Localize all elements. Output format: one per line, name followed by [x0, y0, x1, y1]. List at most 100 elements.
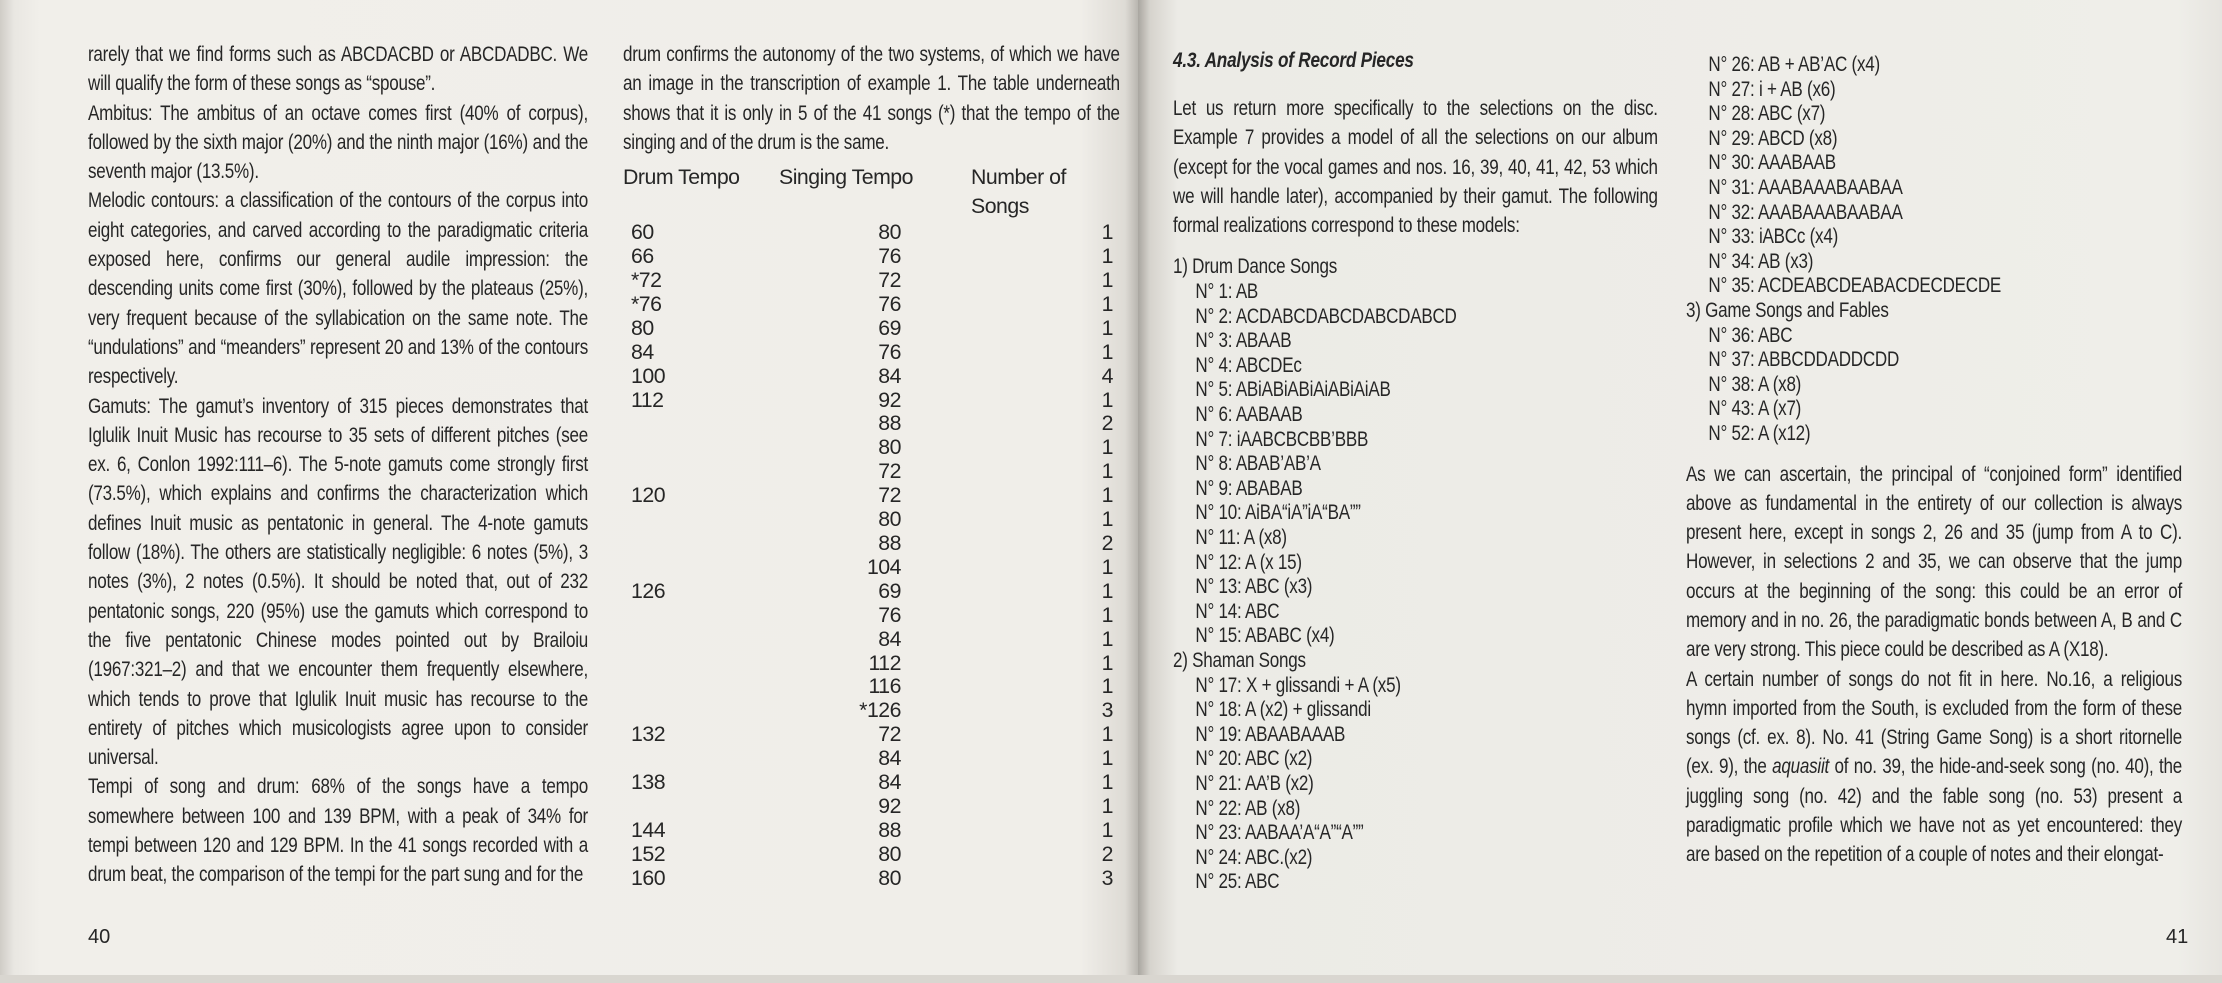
table-row: 80 69 1	[623, 315, 1123, 341]
left-column-1: rarely that we find forms such as ABCDAC…	[88, 40, 588, 890]
drum-tempo-cell: 112	[631, 387, 664, 412]
table-row: 60 80 1	[623, 220, 1123, 245]
drum-tempo-cell	[623, 556, 753, 580]
drum-tempo-cell	[623, 795, 753, 819]
table-row: 80 1	[623, 507, 1123, 532]
list-group-title: 3) Game Songs and Fables	[1686, 297, 1889, 322]
song-count-cell: 1	[1101, 268, 1114, 292]
singing-tempo-cell: 80	[878, 435, 901, 460]
drum-tempo-cell: 160	[631, 865, 666, 890]
list-item: N° 38: A (x8)	[1708, 371, 1802, 396]
drum-tempo-cell	[623, 508, 753, 532]
song-count-cell: 1	[1101, 602, 1114, 627]
drum-tempo-cell: 60	[631, 220, 654, 245]
table-row: 66 76 1	[623, 244, 1123, 269]
intro-paragraph: Let us return more specifically to the s…	[1173, 96, 1658, 238]
song-count-cell: 1	[1101, 770, 1114, 795]
singing-tempo-cell: 84	[878, 746, 901, 771]
drum-tempo-cell: 80	[631, 315, 654, 340]
song-count-cell: 1	[1101, 483, 1114, 508]
list-item: N° 32: AAABAAABAABAA	[1708, 199, 1903, 224]
singing-tempo-cell: 76	[878, 291, 901, 316]
drum-tempo-cell	[623, 652, 753, 676]
table-row: 92 1	[623, 793, 1123, 819]
table-row: 100 84 4	[623, 364, 1123, 389]
list-item: N° 52: A (x12)	[1708, 420, 1811, 445]
table-row: *72 72 1	[623, 268, 1123, 293]
right-page: 4.3. Analysis of Record Pieces Let us re…	[1138, 0, 2222, 975]
singing-tempo-cell: 88	[878, 530, 901, 555]
list-item: N° 26: AB + AB’AC (x4)	[1708, 52, 1880, 76]
song-count-cell: 2	[1101, 411, 1114, 436]
list-group-title: 1) Drum Dance Songs	[1173, 254, 1337, 279]
drum-tempo-cell	[623, 747, 753, 771]
singing-tempo-cell: 69	[878, 315, 901, 340]
list-item: N° 5: ABiABiABiAiABiAiAB	[1195, 377, 1391, 402]
list-item: N° 13: ABC (x3)	[1195, 574, 1313, 599]
list-item: N° 9: ABABAB	[1195, 475, 1303, 500]
list-item: N° 27: i + AB (x6)	[1708, 76, 1836, 101]
list-item: N° 19: ABAABAAAB	[1195, 721, 1346, 746]
list-item: N° 1: AB	[1195, 279, 1259, 304]
drum-tempo-cell	[623, 604, 753, 628]
list-item: N° 3: ABAAB	[1195, 328, 1292, 353]
list-item: N° 23: AABAA’A“A”“A””	[1195, 820, 1364, 845]
paragraph: drum confirms the autonomy of the two sy…	[623, 42, 1120, 154]
list-item: N° 2: ACDABCDABCDABCDABCD	[1195, 303, 1457, 328]
header-drum-tempo: Drum Tempo	[623, 165, 740, 190]
table-row: 126 69 1	[623, 578, 1123, 604]
table-row: 84 1	[623, 626, 1123, 652]
list-item: N° 20: ABC (x2)	[1195, 746, 1313, 771]
singing-tempo-cell: 72	[878, 722, 901, 747]
singing-tempo-cell: 116	[868, 674, 902, 699]
song-count-cell: 1	[1101, 722, 1114, 747]
drum-tempo-cell	[623, 412, 753, 436]
list-item: N° 37: ABBCDDADDCDD	[1708, 347, 1900, 372]
conclusion-paragraph-2: A certain number of songs do not fit in …	[1686, 666, 2182, 867]
header-singing-tempo: Singing Tempo	[779, 165, 914, 190]
list-item: N° 35: ACDEABCDEABACDECDECDE	[1708, 273, 2002, 298]
list-item: N° 34: AB (x3)	[1708, 248, 1814, 273]
table-row: 80 1	[623, 435, 1123, 460]
list-item: N° 14: ABC	[1195, 598, 1280, 623]
table-row: *76 76 1	[623, 291, 1123, 317]
singing-tempo-cell: 112	[868, 650, 902, 675]
list-item: N° 17: X + glissandi + A (x5)	[1195, 672, 1401, 697]
list-item: N° 11: A (x8)	[1195, 525, 1287, 550]
list-item: N° 12: A (x 15)	[1195, 549, 1302, 574]
table-header: Drum Tempo Singing Tempo Number of Songs	[623, 163, 1123, 221]
song-count-cell: 2	[1101, 841, 1114, 866]
song-count-cell: 3	[1101, 698, 1114, 723]
singing-tempo-cell: 92	[878, 793, 901, 818]
paragraph: rarely that we find forms such as ABCDAC…	[88, 42, 588, 96]
song-count-cell: 1	[1101, 793, 1114, 818]
drum-tempo-cell	[623, 675, 753, 699]
list-item: N° 28: ABC (x7)	[1708, 101, 1826, 126]
singing-tempo-cell: 84	[878, 770, 901, 795]
song-count-cell: 1	[1101, 554, 1114, 579]
singing-tempo-cell: 76	[878, 602, 901, 627]
list-item: N° 36: ABC	[1708, 322, 1793, 347]
drum-tempo-cell	[623, 699, 753, 723]
drum-tempo-cell: 126	[631, 578, 666, 603]
drum-tempo-cell: 152	[631, 841, 666, 866]
singing-tempo-cell: 88	[878, 411, 901, 436]
singing-tempo-cell: 84	[878, 626, 901, 651]
table-row: 160 80 3	[623, 865, 1123, 891]
song-count-cell: 1	[1101, 626, 1114, 651]
table-row: 138 84 1	[623, 770, 1123, 795]
song-count-cell: 3	[1101, 865, 1114, 890]
drum-tempo-cell: 138	[631, 770, 666, 795]
list-item: N° 8: ABAB’AB’A	[1195, 451, 1321, 476]
list-item: N° 29: ABCD (x8)	[1708, 125, 1838, 150]
singing-tempo-cell: 76	[878, 244, 901, 269]
record-list-part-2: N° 26: AB + AB’AC (x4) N° 27: i + AB (x6)…	[1686, 52, 2182, 446]
list-item: N° 31: AAABAAABAABAA	[1708, 174, 1903, 199]
drum-tempo-cell: *72	[631, 268, 662, 292]
list-item: N° 43: A (x7)	[1708, 396, 1802, 421]
table-row: 72 1	[623, 459, 1123, 484]
singing-tempo-cell: 80	[878, 220, 901, 245]
singing-tempo-cell: 72	[878, 483, 901, 508]
drum-tempo-cell: 132	[631, 722, 666, 747]
singing-tempo-cell: 69	[878, 578, 901, 603]
